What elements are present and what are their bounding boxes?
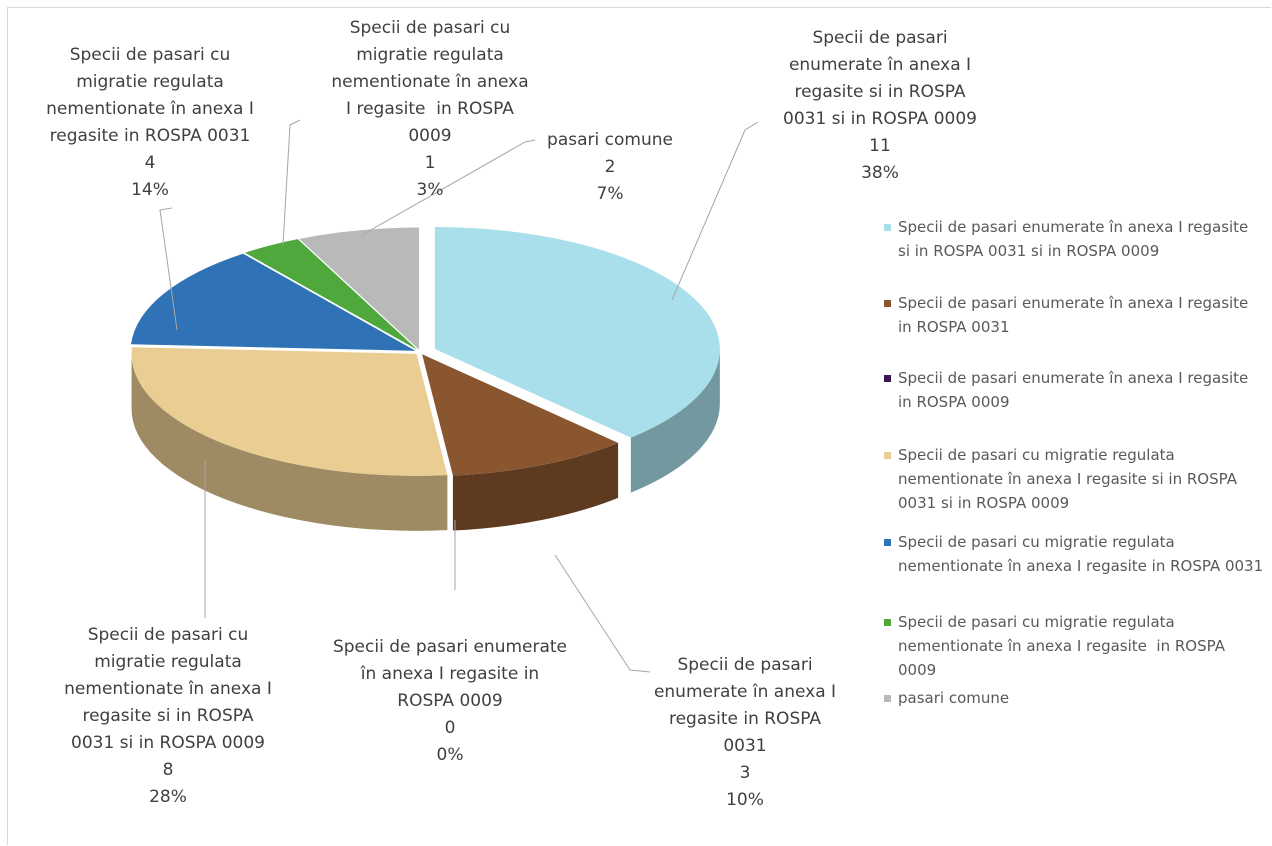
label-category: Specii de pasari enumerate în anexa I re… — [783, 28, 977, 129]
leader-line — [282, 119, 301, 246]
label-value: 8 — [162, 760, 174, 780]
legend-item: Specii de pasari enumerate în anexa I re… — [880, 215, 1265, 263]
label-category: Specii de pasari cu migratie regulata ne… — [331, 18, 535, 146]
legend-item: Specii de pasari enumerate în anexa I re… — [880, 291, 1265, 339]
legend-label: Specii de pasari cu migratie regulata ne… — [898, 533, 1264, 575]
legend-swatch — [884, 300, 891, 307]
legend-item: Specii de pasari cu migratie regulata ne… — [880, 530, 1265, 578]
slice — [131, 347, 448, 476]
legend-swatch — [884, 452, 891, 459]
label-value: 1 — [424, 153, 436, 173]
legend-label: Specii de pasari enumerate în anexa I re… — [898, 294, 1254, 336]
label-value: 2 — [604, 157, 616, 177]
label-category: Specii de pasari cu migratie regulata ne… — [64, 625, 278, 753]
legend-item: Specii de pasari cu migratie regulata ne… — [880, 443, 1265, 515]
slice-side — [630, 349, 720, 493]
data-label: Specii de pasari cu migratie regulata ne… — [330, 15, 530, 204]
label-value: 3 — [739, 763, 751, 783]
label-value: 0 — [444, 718, 456, 738]
leader-line — [159, 207, 178, 331]
legend-item: Specii de pasari enumerate în anexa I re… — [880, 366, 1265, 414]
legend-item: pasari comune — [880, 686, 1265, 710]
slice-side — [452, 442, 619, 531]
slice — [299, 227, 419, 350]
slice — [131, 253, 416, 351]
legend-swatch — [884, 224, 891, 231]
leader-line — [361, 139, 536, 236]
slice-side — [131, 353, 448, 531]
label-percent: 10% — [726, 790, 764, 810]
chart-frame — [7, 7, 1271, 845]
legend-swatch — [884, 539, 891, 546]
label-category: pasari comune — [547, 130, 673, 150]
slice — [244, 239, 418, 350]
legend-label: Specii de pasari enumerate în anexa I re… — [898, 218, 1254, 260]
legend-swatch — [884, 695, 891, 702]
walls — [131, 349, 720, 531]
label-value: 11 — [869, 136, 891, 156]
leader-line — [671, 121, 759, 301]
label-value: 4 — [144, 153, 156, 173]
slice — [422, 354, 619, 476]
legend-swatch — [884, 619, 891, 626]
data-label: Specii de pasari cu migratie regulata ne… — [43, 42, 258, 204]
legend-label: Specii de pasari cu migratie regulata ne… — [898, 446, 1242, 512]
leader-line — [554, 554, 651, 673]
legend-label: Specii de pasari enumerate în anexa I re… — [898, 369, 1254, 411]
slice — [434, 227, 720, 438]
tops — [131, 227, 720, 476]
label-category: Specii de pasari enumerate în anexa I re… — [653, 655, 842, 756]
label-percent: 7% — [596, 184, 624, 204]
label-percent: 3% — [416, 180, 444, 200]
label-percent: 0% — [436, 745, 464, 765]
label-percent: 28% — [149, 787, 187, 807]
legend-label: pasari comune — [898, 689, 1010, 707]
data-label: Specii de pasari cu migratie regulata ne… — [61, 622, 276, 811]
label-category: Specii de pasari cu migratie regulata ne… — [46, 45, 260, 146]
label-percent: 14% — [131, 180, 169, 200]
legend-item: Specii de pasari cu migratie regulata ne… — [880, 610, 1265, 682]
data-label: Specii de pasari enumerate în anexa I re… — [775, 25, 985, 187]
legend-swatch — [884, 375, 891, 382]
label-percent: 38% — [861, 163, 899, 183]
label-category: Specii de pasari enumerate în anexa I re… — [332, 637, 573, 711]
data-label: Specii de pasari enumerate în anexa I re… — [330, 634, 570, 769]
data-label: Specii de pasari enumerate în anexa I re… — [645, 652, 845, 814]
data-label: pasari comune 2 7% — [540, 127, 680, 208]
legend-label: Specii de pasari cu migratie regulata ne… — [898, 613, 1230, 679]
